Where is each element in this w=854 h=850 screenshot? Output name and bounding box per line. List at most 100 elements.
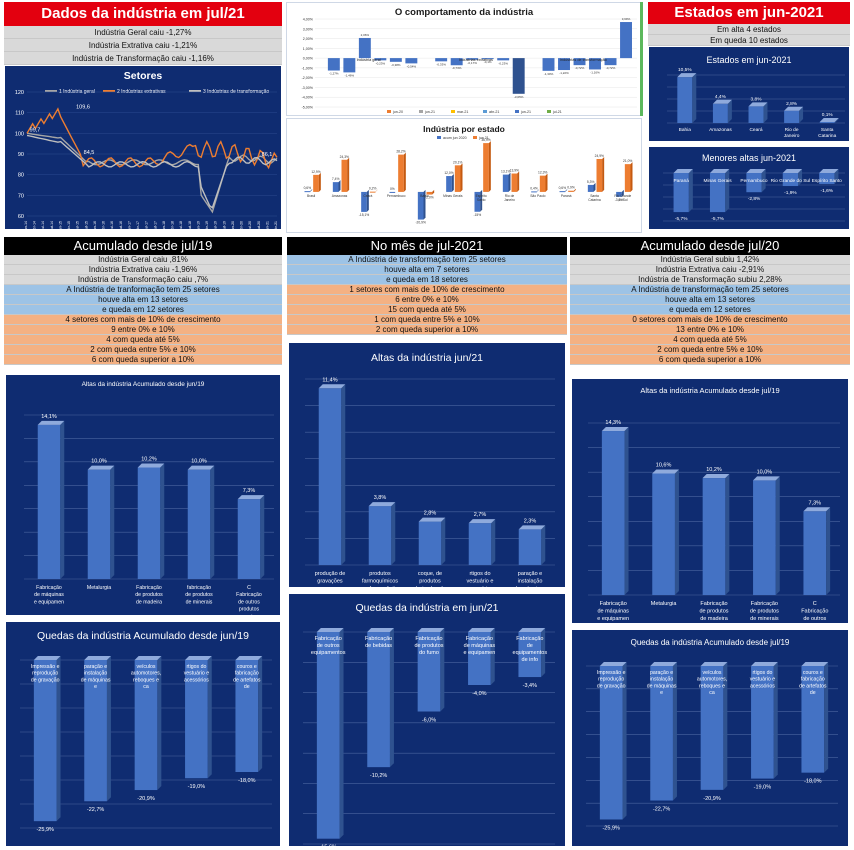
data-label: -3,65% [514, 95, 524, 99]
legend-label: jun-21 [424, 110, 435, 114]
data-label: -0,38% [391, 63, 401, 67]
data-label: 3,8% [374, 495, 387, 501]
data-label: 0,4% [530, 186, 538, 190]
data-label: 21,0% [623, 159, 632, 163]
bar [803, 507, 831, 595]
acum19-row: 4 setores com mais de 10% de crescimento [4, 315, 282, 325]
category-label: Minas Gerais [443, 194, 463, 198]
y-tick-label: 100 [15, 131, 24, 137]
data-label: 36,9% [481, 138, 490, 142]
data-label: -0,17% [467, 61, 477, 65]
data-label: -1,46% [345, 73, 355, 77]
legend-label: jun-21 [520, 110, 531, 114]
quedas-jun21-panel: Quedas da indústria em jun/21 -15,6% Fabr… [287, 592, 567, 850]
menores-altas-bar-chart: -5,7% Paraná -5,7% Minas Gerais -2,8% Pernamb… [663, 169, 845, 222]
data-label: 14,3% [605, 420, 621, 426]
category-label: Brasil [307, 194, 316, 198]
x-tick-label: jan-18 [162, 221, 166, 232]
category-label: Minas Gerais [703, 178, 732, 184]
estados-jun-panel: Estados em jun-2021 10,5% Bahia 4,4% Amazon… [648, 46, 850, 142]
data-label: 24,3% [340, 155, 349, 159]
data-label: 14,1% [41, 414, 57, 420]
data-label: 0,1% [822, 112, 834, 118]
data-label: -20,9% [415, 221, 426, 225]
dados-row: Indústria Geral caiu -1,27% [4, 26, 282, 39]
acum20-row: 0 setores com mais de 10% de crescimento [570, 315, 850, 325]
mes-row: e queda em 18 setores [287, 275, 567, 285]
annotation: 109,6 [76, 105, 90, 111]
data-label: -15,1% [359, 213, 370, 217]
acum19-row: A Indústria de tranformação tem 25 setor… [4, 285, 282, 295]
category-label: Amazonas [332, 194, 348, 198]
altas-jun21-panel: Altas da indústria jun/21 11,4% produção … [287, 341, 567, 600]
legend-swatch [473, 136, 477, 139]
comportamento-chart-edge [640, 2, 643, 116]
data-label: 2,8% [424, 511, 437, 517]
acum19-row: 9 entre 0% e 10% [4, 325, 282, 335]
data-label: 2,06% [361, 33, 370, 37]
data-label: 10,0% [191, 459, 207, 465]
bar [369, 189, 378, 193]
bar [539, 173, 548, 192]
bar [616, 189, 624, 197]
bar [87, 465, 115, 579]
bar [601, 427, 629, 595]
data-label: -19,0% [754, 785, 772, 791]
acum19-rows: Indústria Geral caiu ,81% Indústria Extra… [4, 255, 282, 365]
estados-rows: Em alta 4 estados Em queda 10 estados [648, 24, 850, 46]
bar [511, 171, 520, 192]
data-label: 10,2% [706, 467, 722, 473]
category-label: Fabricação de máquinas e equipamen [463, 636, 495, 656]
category-label: produtos farmoquímicos e farmacêuti [362, 571, 398, 592]
data-label: -5,7% [675, 216, 688, 222]
bar [358, 37, 371, 59]
mes-row: 1 setores com mais de 10% de crescimento [287, 285, 567, 295]
mes-row: 2 com queda superior a 10% [287, 325, 567, 335]
bar [652, 469, 679, 595]
category-label: Fabricação de máquinas e equipamen [34, 585, 64, 605]
data-label: -15,6% [319, 845, 337, 850]
quedas-acum20-bar-chart: -25,9% Impressão e reprodução de gravação -2… [586, 662, 838, 831]
x-tick-label: abr-18 [171, 221, 175, 231]
data-label: 0,6% [304, 186, 312, 190]
data-label: -22,7% [87, 807, 105, 813]
bar [751, 662, 778, 779]
category-label: Fabricação de outros equipamentos [311, 636, 346, 656]
altas-acum19-bar-chart: 14,1% Fabricação de máquinas e equipamen 10,… [24, 414, 274, 620]
data-label: -0,54% [407, 64, 417, 68]
mes-row: A Indústria de transformação tem 25 seto… [287, 255, 567, 265]
comportamento-bar-chart: 4,00% 3,00% 2,00% 1,00% 0,00% -1,00% -2,00% -3,… [302, 17, 637, 114]
data-label: -0,23% [498, 61, 508, 65]
data-label: 4,4% [715, 94, 727, 100]
legend-label: jun 21 [478, 136, 489, 140]
data-label: 10,0% [91, 459, 107, 465]
estados-row: Em alta 4 estados [648, 24, 850, 35]
data-label: -2,8% [748, 196, 761, 202]
x-tick-label: jan-15 [58, 221, 62, 232]
legend-label: acum jun 2020 [443, 136, 467, 140]
bar [497, 58, 510, 61]
legend-label: abr-21 [489, 110, 499, 114]
comportamento-chart-title: O comportamento da indústria [394, 7, 534, 18]
acum19-row: houve alta em 13 setores [4, 295, 282, 305]
data-label: 0,2% [369, 187, 377, 191]
category-label: Santa Catarina [588, 194, 601, 202]
bar [558, 58, 570, 71]
bar [341, 157, 350, 192]
data-label: -10,2% [370, 773, 388, 779]
bar [589, 58, 601, 70]
estado-chart-title: Indústria por estado [423, 124, 505, 134]
category-label: Fabricação de produtos de minerais [750, 601, 779, 622]
x-tick-label: jul-18 [179, 221, 183, 231]
data-label: -0,23% [376, 61, 386, 65]
bar [405, 58, 418, 64]
bar [316, 628, 344, 839]
legend-swatch [387, 110, 391, 113]
category-label: Fabricação de produtos de madeira [135, 585, 163, 605]
data-label: 0% [390, 187, 395, 191]
bar [673, 169, 693, 213]
data-label: -2,0% [425, 196, 434, 200]
category-label: Espírito Santo [812, 178, 842, 184]
acum19-row: Indústria Geral caiu ,81% [4, 255, 282, 265]
